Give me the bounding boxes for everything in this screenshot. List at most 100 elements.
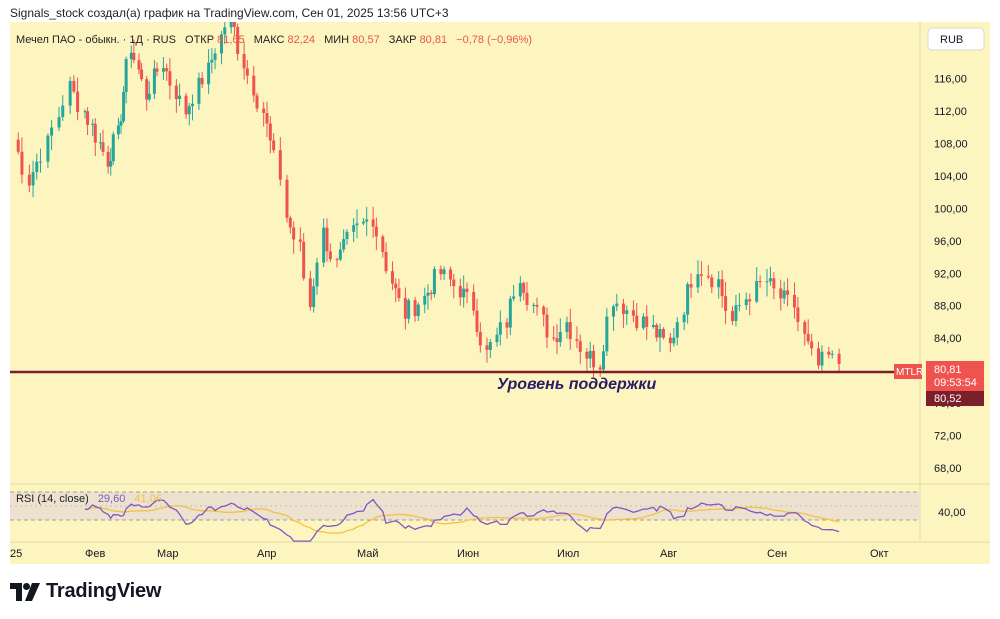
svg-text:Мечел ПАО - обыкн. · 1Д · RUS: Мечел ПАО - обыкн. · 1Д · RUS ОТКР 81,65…: [16, 34, 532, 46]
price-tick-label: 96,00: [934, 236, 962, 248]
candle-body: [190, 103, 194, 107]
candle-body: [119, 121, 123, 126]
candle-body: [772, 278, 776, 289]
price-tick-label: 116,00: [934, 74, 967, 86]
candle-body: [68, 80, 72, 106]
tradingview-logo[interactable]: TradingView: [10, 580, 161, 603]
candle-body: [315, 262, 319, 287]
candle-body: [508, 298, 512, 328]
candle-body: [210, 59, 214, 63]
legend-close-label: ЗАКР: [389, 34, 417, 46]
candle-body: [817, 348, 820, 366]
candle-body: [111, 134, 115, 162]
candle-body: [298, 239, 302, 242]
candle-body: [827, 351, 831, 355]
candle-body: [605, 316, 609, 352]
time-axis[interactable]: [10, 542, 990, 564]
candle-body: [288, 217, 292, 228]
candle-body: [661, 329, 665, 338]
candle-body: [578, 341, 582, 352]
candle-body: [322, 227, 326, 263]
ticker-label: MTLR: [896, 367, 923, 378]
price-chart[interactable]: Уровень поддержки Мечел ПАО - обыкн. · 1…: [10, 0, 990, 564]
candle-body: [565, 322, 569, 332]
candle-body: [522, 283, 526, 293]
candle-body: [542, 306, 546, 315]
candle-body: [512, 296, 516, 299]
candle-body: [668, 337, 672, 344]
candle-body: [381, 236, 385, 252]
candle-body: [672, 337, 676, 344]
candle-body: [768, 278, 772, 282]
candle-body: [635, 315, 639, 329]
candle-body: [535, 304, 539, 307]
price-pane-background: [10, 22, 920, 484]
candle-body: [232, 8, 236, 27]
candle-body: [31, 172, 35, 186]
candle-body: [689, 284, 693, 288]
candle-body: [592, 350, 596, 368]
candle-body: [46, 135, 50, 162]
time-tick-label: Фев: [85, 548, 105, 560]
candle-body: [252, 75, 256, 96]
candle-body: [744, 299, 748, 306]
rsi-ma-value: 41,06: [134, 493, 162, 505]
price-tick-label: 100,00: [934, 203, 968, 215]
candle-body: [93, 123, 97, 143]
candle-body: [686, 284, 690, 315]
legend-low: 80,57: [352, 34, 380, 46]
candle-body: [495, 334, 499, 343]
candle-body: [734, 305, 738, 322]
candle-body: [262, 108, 266, 114]
candle-body: [390, 271, 394, 284]
candle-body: [748, 299, 752, 302]
candle-body: [782, 290, 786, 299]
candle-body: [308, 278, 312, 307]
candle-body: [374, 226, 378, 237]
candle-body: [737, 305, 741, 307]
candle-body: [397, 288, 401, 298]
candle-body: [558, 331, 562, 343]
candle-body: [187, 106, 191, 115]
candle-body: [338, 249, 342, 260]
candle-body: [129, 52, 133, 60]
candle-body: [625, 310, 629, 314]
candle-body: [236, 26, 240, 54]
candle-body: [615, 303, 619, 307]
rsi-title: RSI (14, close): [16, 493, 89, 505]
candle-body: [407, 300, 411, 319]
rsi-line: [84, 498, 840, 542]
candle-body: [458, 286, 462, 298]
candle-body: [365, 219, 369, 222]
candle-body: [178, 95, 182, 100]
candle-body: [710, 277, 714, 288]
candle-body: [429, 292, 433, 295]
candle-body: [621, 303, 625, 314]
candle-body: [384, 251, 388, 272]
chart-attribution: Signals_stock создал(а) график на Tradin…: [10, 6, 449, 20]
candle-body: [242, 53, 246, 69]
candle-body: [83, 111, 87, 113]
candle-body: [706, 275, 710, 278]
time-tick-label: Май: [357, 548, 379, 560]
legend-close: 80,81: [420, 34, 448, 46]
time-tick-label: Апр: [257, 548, 276, 560]
candle-body: [140, 69, 144, 80]
chart-area[interactable]: Уровень поддержки Мечел ПАО - обыкн. · 1…: [10, 0, 990, 564]
currency-button[interactable]: RUB: [927, 27, 985, 51]
candle-body: [394, 283, 398, 289]
candle-body: [101, 142, 105, 152]
candle-body: [779, 288, 783, 299]
candle-body: [545, 314, 549, 338]
rsi-ma-line: [84, 505, 840, 534]
price-tick-label: 88,00: [934, 301, 962, 313]
candle-body: [116, 125, 120, 135]
candle-body: [830, 353, 834, 355]
legend-open: 81,65: [217, 34, 245, 46]
price-tick-label: 112,00: [934, 106, 967, 118]
price-axis[interactable]: [920, 22, 990, 542]
candle-body: [631, 310, 635, 316]
candle-body: [147, 93, 151, 100]
candle-body: [91, 123, 95, 125]
time-tick-label: Июл: [557, 548, 579, 560]
